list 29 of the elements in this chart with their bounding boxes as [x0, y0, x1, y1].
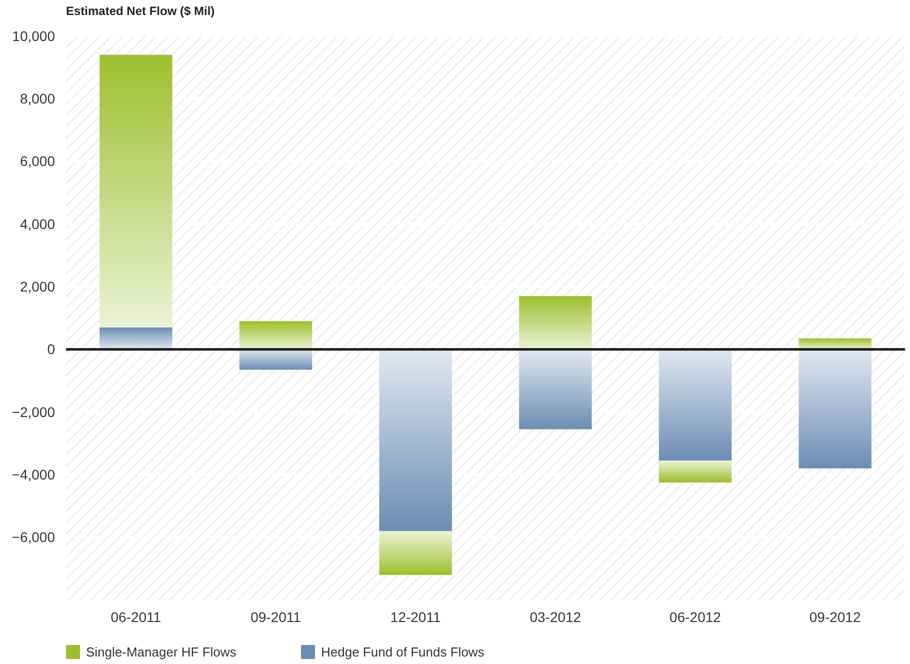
y-tick-label: −4,000 [12, 466, 56, 483]
y-tick-label: 6,000 [20, 153, 56, 170]
x-tick-label: 03-2012 [530, 609, 582, 625]
y-axis-title: Estimated Net Flow ($ Mil) [66, 4, 215, 18]
x-tick-label: 06-2012 [670, 609, 722, 625]
bar [239, 321, 312, 350]
y-tick-label: 4,000 [20, 216, 56, 232]
bar [100, 327, 172, 350]
y-tick-label: 8,000 [20, 90, 56, 107]
x-tick-label: 06-2011 [110, 609, 162, 625]
x-tick-label: 12-2011 [390, 609, 441, 625]
legend-label: Single-Manager HF Flows [86, 644, 237, 660]
y-tick-label: −2,000 [12, 404, 56, 420]
bar [658, 349, 732, 461]
x-tick-label: 09-2011 [250, 609, 302, 625]
legend-label: Hedge Fund of Funds Flows [321, 644, 485, 660]
bar [658, 460, 732, 482]
y-tick-label: −6,000 [12, 529, 56, 546]
y-tick-label: 2,000 [20, 278, 56, 295]
bar [100, 54, 172, 328]
y-tick-label: 0 [47, 341, 56, 358]
bar [239, 349, 312, 370]
x-tick-label: 09-2012 [809, 609, 861, 625]
y-tick-label: 10,000 [12, 28, 56, 44]
bar [519, 349, 592, 430]
bar [379, 531, 452, 575]
bar [519, 296, 592, 350]
bar [379, 349, 452, 532]
bar [798, 349, 872, 468]
